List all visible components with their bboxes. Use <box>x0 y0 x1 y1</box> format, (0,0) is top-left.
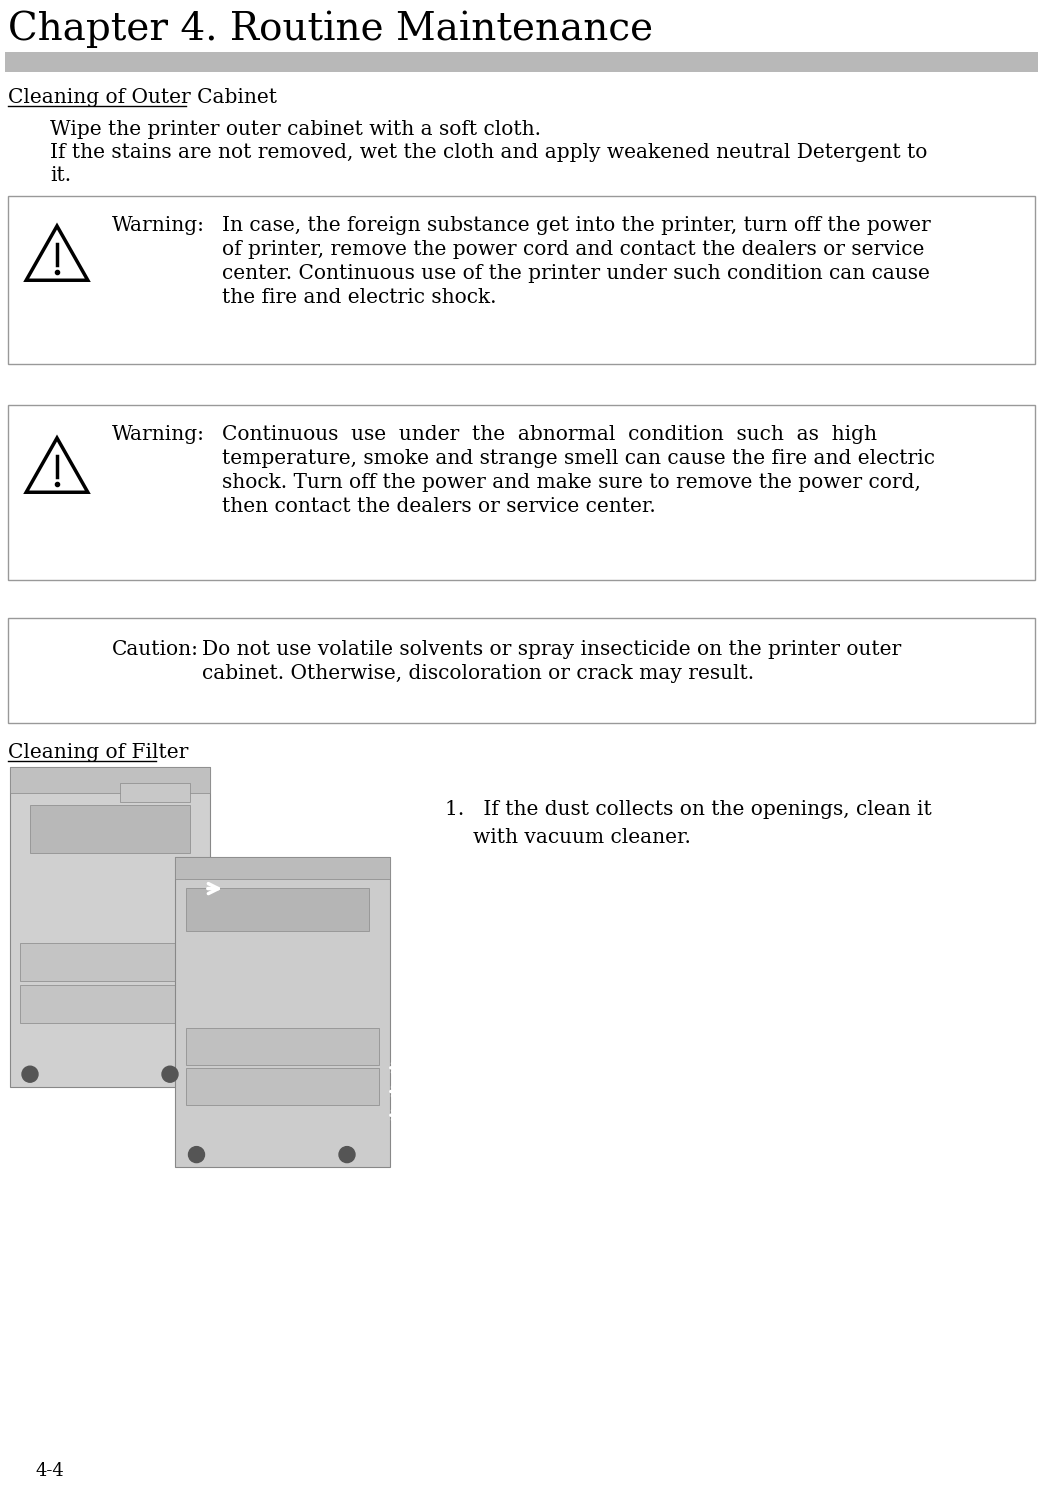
FancyBboxPatch shape <box>30 806 190 853</box>
FancyBboxPatch shape <box>8 618 1035 723</box>
Text: cabinet. Otherwise, discoloration or crack may result.: cabinet. Otherwise, discoloration or cra… <box>202 664 754 682</box>
Circle shape <box>162 1066 178 1082</box>
Text: Caution:: Caution: <box>112 640 199 658</box>
FancyBboxPatch shape <box>8 405 1035 580</box>
Circle shape <box>189 1146 204 1162</box>
FancyBboxPatch shape <box>8 196 1035 364</box>
Text: of printer, remove the power cord and contact the dealers or service: of printer, remove the power cord and co… <box>222 240 924 260</box>
FancyBboxPatch shape <box>5 53 1038 72</box>
Polygon shape <box>26 226 88 280</box>
FancyBboxPatch shape <box>186 888 368 932</box>
FancyBboxPatch shape <box>10 766 210 792</box>
Text: Cleaning of Outer Cabinet: Cleaning of Outer Cabinet <box>8 88 277 106</box>
FancyBboxPatch shape <box>186 1028 380 1065</box>
Text: Continuous  use  under  the  abnormal  condition  such  as  high: Continuous use under the abnormal condit… <box>222 424 877 444</box>
Text: shock. Turn off the power and make sure to remove the power cord,: shock. Turn off the power and make sure … <box>222 472 921 492</box>
FancyBboxPatch shape <box>10 766 210 1088</box>
Text: Do not use volatile solvents or spray insecticide on the printer outer: Do not use volatile solvents or spray in… <box>202 640 901 658</box>
FancyBboxPatch shape <box>175 856 390 1167</box>
FancyBboxPatch shape <box>20 984 200 1023</box>
Text: If the stains are not removed, wet the cloth and apply weakened neutral Detergen: If the stains are not removed, wet the c… <box>50 142 927 162</box>
Text: Warning:: Warning: <box>112 424 205 444</box>
Text: Chapter 4. Routine Maintenance: Chapter 4. Routine Maintenance <box>8 10 653 48</box>
Text: temperature, smoke and strange smell can cause the fire and electric: temperature, smoke and strange smell can… <box>222 448 935 468</box>
Text: with vacuum cleaner.: with vacuum cleaner. <box>472 828 690 848</box>
Text: Cleaning of Filter: Cleaning of Filter <box>8 742 189 762</box>
Text: Wipe the printer outer cabinet with a soft cloth.: Wipe the printer outer cabinet with a so… <box>50 120 541 140</box>
FancyBboxPatch shape <box>120 783 190 802</box>
Text: it.: it. <box>50 166 71 184</box>
Text: 4-4: 4-4 <box>35 1462 64 1480</box>
Text: In case, the foreign substance get into the printer, turn off the power: In case, the foreign substance get into … <box>222 216 930 236</box>
FancyBboxPatch shape <box>20 944 200 981</box>
Polygon shape <box>26 438 88 492</box>
Text: the fire and electric shock.: the fire and electric shock. <box>222 288 496 308</box>
Circle shape <box>339 1146 355 1162</box>
FancyBboxPatch shape <box>186 1068 380 1106</box>
FancyBboxPatch shape <box>175 856 390 879</box>
Text: then contact the dealers or service center.: then contact the dealers or service cent… <box>222 496 656 516</box>
Circle shape <box>22 1066 38 1082</box>
Text: 1.   If the dust collects on the openings, clean it: 1. If the dust collects on the openings,… <box>445 800 931 819</box>
Text: center. Continuous use of the printer under such condition can cause: center. Continuous use of the printer un… <box>222 264 930 284</box>
Text: Warning:: Warning: <box>112 216 205 236</box>
